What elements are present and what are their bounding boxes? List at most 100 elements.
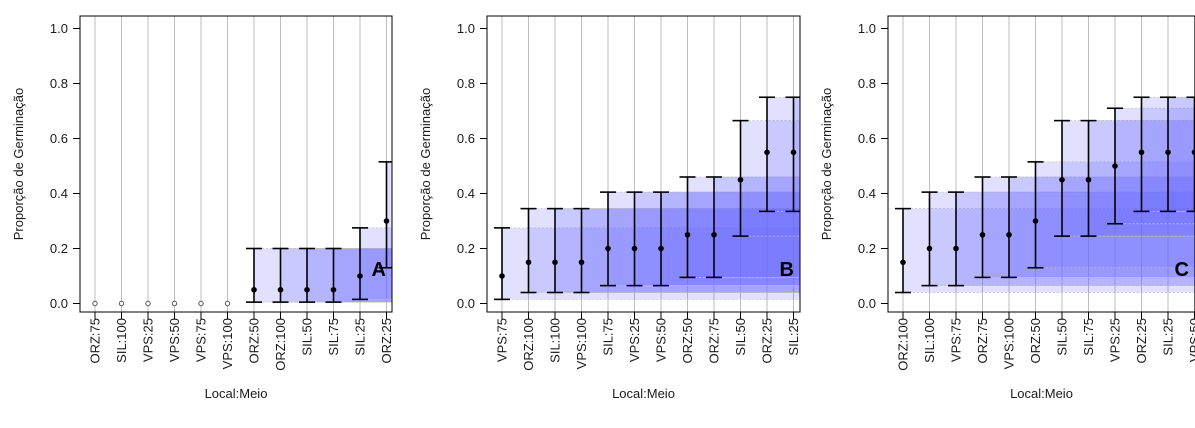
mean-point	[737, 176, 744, 183]
chart-panel-b: 0.0 0.2 0.4 0.6 0.8 1.0 VPS:75 ORZ:100 SIL:100 VP…	[418, 15, 801, 401]
confidence-band	[386, 161, 392, 269]
x-tick-label: VPS:50	[654, 318, 669, 362]
y-tick-label: 0.0	[858, 296, 876, 311]
x-tick-label: ORZ:75	[88, 318, 103, 364]
x-tick-label: ORZ:25	[379, 318, 394, 364]
x-tick-label: VPS:75	[495, 318, 510, 362]
y-tick-label: 0.8	[50, 76, 68, 91]
mean-point	[251, 286, 257, 293]
panel-letter: B	[780, 259, 794, 281]
mean-point	[198, 300, 204, 307]
y-tick-label: 1.0	[50, 21, 68, 36]
x-tick-label: ORZ:100	[521, 318, 536, 371]
confidence-band	[1167, 96, 1195, 212]
mean-point	[979, 231, 986, 238]
plot-frame	[486, 15, 801, 313]
x-tick-label: SIL:50	[1055, 318, 1070, 356]
confidence-band	[955, 191, 1195, 287]
mean-point	[525, 259, 532, 266]
y-tick-label: 1.0	[858, 21, 876, 36]
x-tick-label: SIL:75	[601, 318, 616, 356]
y-tick-label: 0.6	[457, 131, 475, 146]
panel-letter: A	[372, 259, 386, 281]
confidence-band	[660, 191, 800, 287]
plot-frame	[887, 15, 1195, 313]
y-tick-label: 0.2	[50, 241, 68, 256]
x-tick-label: ORZ:100	[896, 318, 911, 371]
confidence-band	[634, 191, 800, 287]
y-tick-label: 0.2	[457, 241, 475, 256]
x-tick-label: ORZ:50	[680, 318, 695, 364]
x-axis-title: Local:Meio	[1010, 386, 1073, 401]
y-tick-label: 1.0	[457, 21, 475, 36]
x-tick-label: ORZ:50	[247, 318, 262, 364]
y-tick-label: 0.4	[858, 186, 876, 201]
mean-point	[277, 286, 284, 293]
x-axis-title: Local:Meio	[205, 386, 268, 401]
mean-point	[1112, 163, 1118, 169]
x-tick-label: SIL:25	[353, 318, 368, 356]
mean-point	[304, 286, 310, 293]
x-tick-label: ORZ:50	[1028, 318, 1043, 364]
y-tick-label: 0.4	[457, 186, 475, 201]
mean-point	[1085, 176, 1092, 183]
x-tick-label: ORZ:75	[975, 318, 990, 364]
mean-point	[1032, 218, 1039, 224]
mean-point	[330, 286, 337, 293]
x-tick-label: SIL:50	[733, 318, 748, 356]
x-tick-label: VPS:50	[1187, 318, 1195, 362]
mean-point	[1138, 149, 1145, 156]
x-tick-label: VPS:75	[194, 318, 209, 362]
x-tick-label: SIL:100	[114, 318, 129, 363]
mean-point	[383, 218, 390, 224]
x-tick-label: SIL:50	[300, 318, 315, 356]
x-tick-label: VPS:25	[141, 318, 156, 362]
mean-point	[499, 273, 505, 279]
mean-point	[658, 245, 664, 252]
confidence-band	[902, 208, 1195, 293]
x-tick-label: SIL:25	[786, 318, 801, 356]
confidence-band	[554, 208, 800, 293]
x-tick-label: SIL:100	[922, 318, 937, 363]
plot-area	[494, 16, 800, 312]
mean-point	[224, 300, 231, 307]
confidence-band	[306, 248, 392, 303]
x-tick-label: SIL:100	[548, 318, 563, 363]
chart-panel-c: 0.0 0.2 0.4 0.6 0.8 1.0 ORZ:100 SIL:100 VPS:75 OR…	[819, 15, 1195, 401]
mean-point	[631, 245, 638, 252]
confidence-band	[501, 227, 800, 300]
confidence-band	[581, 208, 800, 293]
mean-point	[605, 245, 611, 252]
mean-point	[684, 231, 691, 238]
confidence-band	[1008, 176, 1195, 278]
y-tick-label: 0.6	[50, 131, 68, 146]
y-tick-label: 0.4	[50, 186, 68, 201]
y-tick-label: 0.8	[858, 76, 876, 91]
x-tick-label: SIL:75	[1081, 318, 1096, 356]
x-tick-label: ORZ:75	[707, 318, 722, 364]
mean-point	[578, 259, 585, 266]
x-tick-label: VPS:75	[949, 318, 964, 362]
confidence-band	[333, 248, 392, 303]
plot-frame	[79, 15, 393, 313]
x-tick-label: SIL:25	[1161, 318, 1176, 356]
mean-point	[92, 300, 98, 307]
x-tick-label: VPS:100	[574, 318, 589, 369]
mean-point	[953, 245, 959, 252]
y-axis-title: Proporção de Germinação	[418, 88, 433, 240]
y-axis-title: Proporção de Germinação	[819, 88, 834, 240]
confidence-band	[1061, 120, 1195, 237]
x-tick-label: VPS:25	[1108, 318, 1123, 362]
x-tick-label: SIL:75	[326, 318, 341, 356]
chart-panel-a: 0.0 0.2 0.4 0.6 0.8 1.0 ORZ:75 SIL:100 VPS:25 VPS…	[11, 15, 394, 401]
plot-area	[895, 16, 1195, 312]
mean-point	[1165, 149, 1171, 156]
mean-point	[1191, 149, 1195, 156]
y-tick-label: 0.8	[457, 76, 475, 91]
confidence-band	[253, 248, 392, 303]
y-tick-label: 0.0	[50, 296, 68, 311]
confidence-band	[1114, 107, 1195, 225]
mean-point	[171, 300, 178, 307]
confidence-band	[607, 191, 800, 287]
